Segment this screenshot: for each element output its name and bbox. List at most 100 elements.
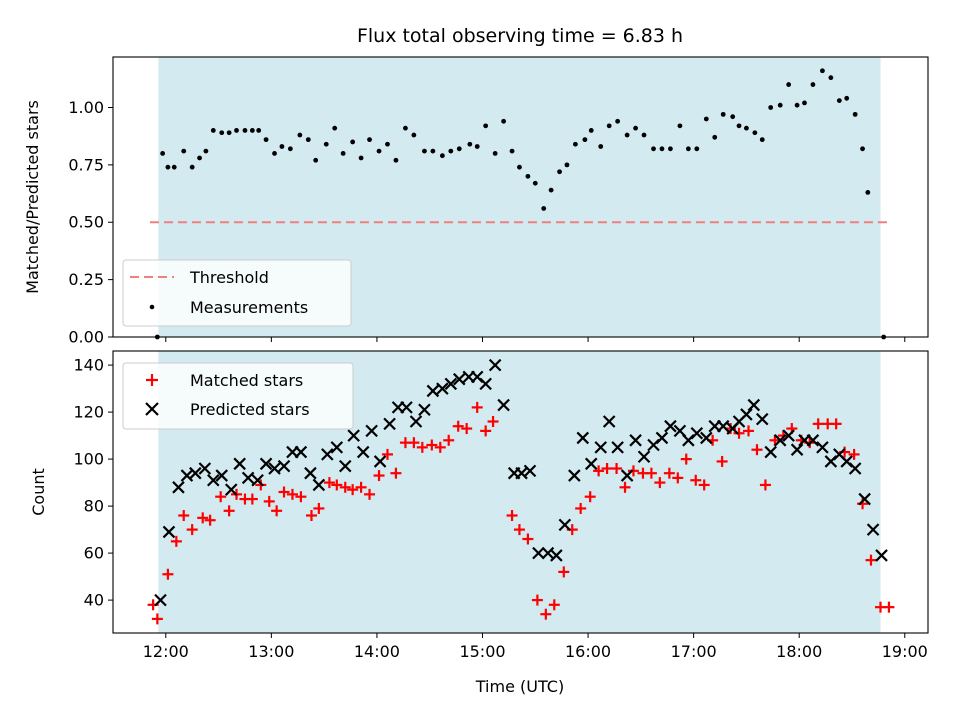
matched-star-point bbox=[513, 524, 525, 536]
measurement-point bbox=[430, 148, 436, 154]
x-tick-label: 16:00 bbox=[565, 642, 611, 661]
measurement-point bbox=[226, 130, 232, 136]
legend-predicted-swatch bbox=[145, 402, 159, 416]
predicted-star-point bbox=[629, 434, 642, 447]
plot-frame bbox=[112, 56, 929, 338]
matched-star-point bbox=[186, 524, 198, 536]
matched-star-point bbox=[743, 425, 755, 437]
y-tick-label: 120 bbox=[73, 403, 104, 422]
predicted-star-point bbox=[162, 525, 176, 539]
matched-star-point bbox=[522, 533, 534, 545]
measurement-point bbox=[256, 128, 262, 133]
predicted-star-point bbox=[224, 483, 238, 496]
legend-box bbox=[122, 362, 354, 430]
predicted-star-point bbox=[866, 523, 880, 536]
predicted-star-point bbox=[312, 478, 326, 492]
predicted-star-point bbox=[700, 431, 713, 445]
matched-star-point bbox=[769, 434, 781, 446]
matched-star-point bbox=[883, 601, 895, 613]
predicted-star-point bbox=[488, 358, 502, 372]
measurement-point bbox=[557, 169, 562, 175]
measurement-point bbox=[210, 128, 216, 133]
measurement-point bbox=[730, 114, 736, 120]
y-tick-label: 0.50 bbox=[68, 213, 104, 232]
matched-star-point bbox=[162, 568, 174, 580]
measurement-point bbox=[422, 148, 427, 154]
matched-star-point bbox=[286, 488, 298, 500]
matched-star-point bbox=[323, 477, 335, 489]
matched-star-point bbox=[471, 401, 483, 413]
matched-star-point bbox=[416, 441, 428, 453]
measurement-point bbox=[588, 128, 594, 133]
matched-star-point bbox=[733, 427, 745, 439]
measurement-point bbox=[712, 134, 718, 140]
measurement-point bbox=[340, 150, 346, 156]
measurement-point bbox=[677, 123, 683, 129]
matched-star-point bbox=[584, 491, 596, 503]
measurement-point bbox=[517, 164, 522, 170]
measurement-point bbox=[828, 75, 834, 81]
measurement-point bbox=[844, 95, 850, 101]
y-axis-label: Matched/Predicted stars bbox=[23, 100, 42, 294]
matched-star-point bbox=[339, 481, 351, 493]
matched-star-point bbox=[865, 554, 877, 566]
matched-star-point bbox=[263, 495, 275, 507]
measurement-point bbox=[525, 173, 531, 179]
measurement-point bbox=[598, 144, 604, 149]
predicted-star-point bbox=[365, 424, 378, 438]
legend-box bbox=[122, 259, 352, 327]
measurement-point bbox=[474, 144, 480, 149]
matched-star-point bbox=[390, 467, 402, 479]
predicted-star-point bbox=[452, 372, 466, 386]
matched-star-point bbox=[170, 535, 182, 547]
predicted-star-point bbox=[207, 473, 220, 487]
predicted-star-point bbox=[620, 469, 634, 482]
matched-star-point bbox=[313, 502, 325, 514]
matched-star-point bbox=[558, 566, 570, 578]
measurement-point bbox=[810, 82, 816, 87]
y-tick-label: 60 bbox=[84, 544, 104, 563]
matched-star-point bbox=[461, 423, 473, 435]
matched-star-point bbox=[295, 491, 307, 503]
predicted-star-point bbox=[400, 401, 413, 414]
predicted-star-point bbox=[816, 441, 829, 454]
y-axis-ticks: 40 60 80 100 120 140 bbox=[73, 356, 113, 610]
measurement-point bbox=[323, 141, 329, 147]
measurement-point bbox=[777, 102, 783, 108]
matched-star-point bbox=[645, 467, 657, 479]
measurement-point bbox=[203, 148, 209, 154]
measurement-point bbox=[752, 130, 758, 136]
predicted-star-point bbox=[550, 549, 563, 562]
measurement-point bbox=[659, 146, 665, 152]
y-axis-label: Count bbox=[29, 468, 48, 516]
measurement-point bbox=[197, 155, 202, 161]
matched-star-point bbox=[480, 425, 492, 437]
predicted-star-point bbox=[637, 450, 651, 464]
measurement-point bbox=[615, 118, 621, 124]
predicted-star-point bbox=[806, 434, 820, 447]
matched-star-point bbox=[443, 434, 455, 446]
x-tick-label: 19:00 bbox=[882, 642, 928, 661]
measurement-point bbox=[411, 132, 417, 138]
x-axis-ticks bbox=[165, 337, 906, 342]
matched-star-point bbox=[601, 463, 613, 474]
measurement-point bbox=[234, 128, 239, 133]
measurement-point bbox=[865, 190, 871, 195]
predicted-star-point bbox=[755, 412, 769, 426]
chart-title: Flux total observing time = 6.83 h bbox=[357, 25, 683, 47]
matched-star-point bbox=[759, 479, 771, 491]
predicted-star-point bbox=[383, 417, 396, 431]
legend-matched-label: Matched stars bbox=[190, 371, 303, 390]
matched-stars-series bbox=[147, 401, 895, 625]
matched-star-point bbox=[654, 477, 666, 489]
measurement-point bbox=[165, 164, 171, 170]
measurement-point bbox=[467, 141, 473, 147]
measurement-point bbox=[564, 162, 570, 168]
predicted-star-point bbox=[233, 457, 246, 471]
matched-star-point bbox=[305, 510, 317, 521]
matched-star-point bbox=[830, 418, 842, 430]
measurement-point bbox=[720, 111, 726, 117]
predicted-star-point bbox=[189, 466, 202, 480]
predicted-star-point bbox=[611, 441, 624, 454]
